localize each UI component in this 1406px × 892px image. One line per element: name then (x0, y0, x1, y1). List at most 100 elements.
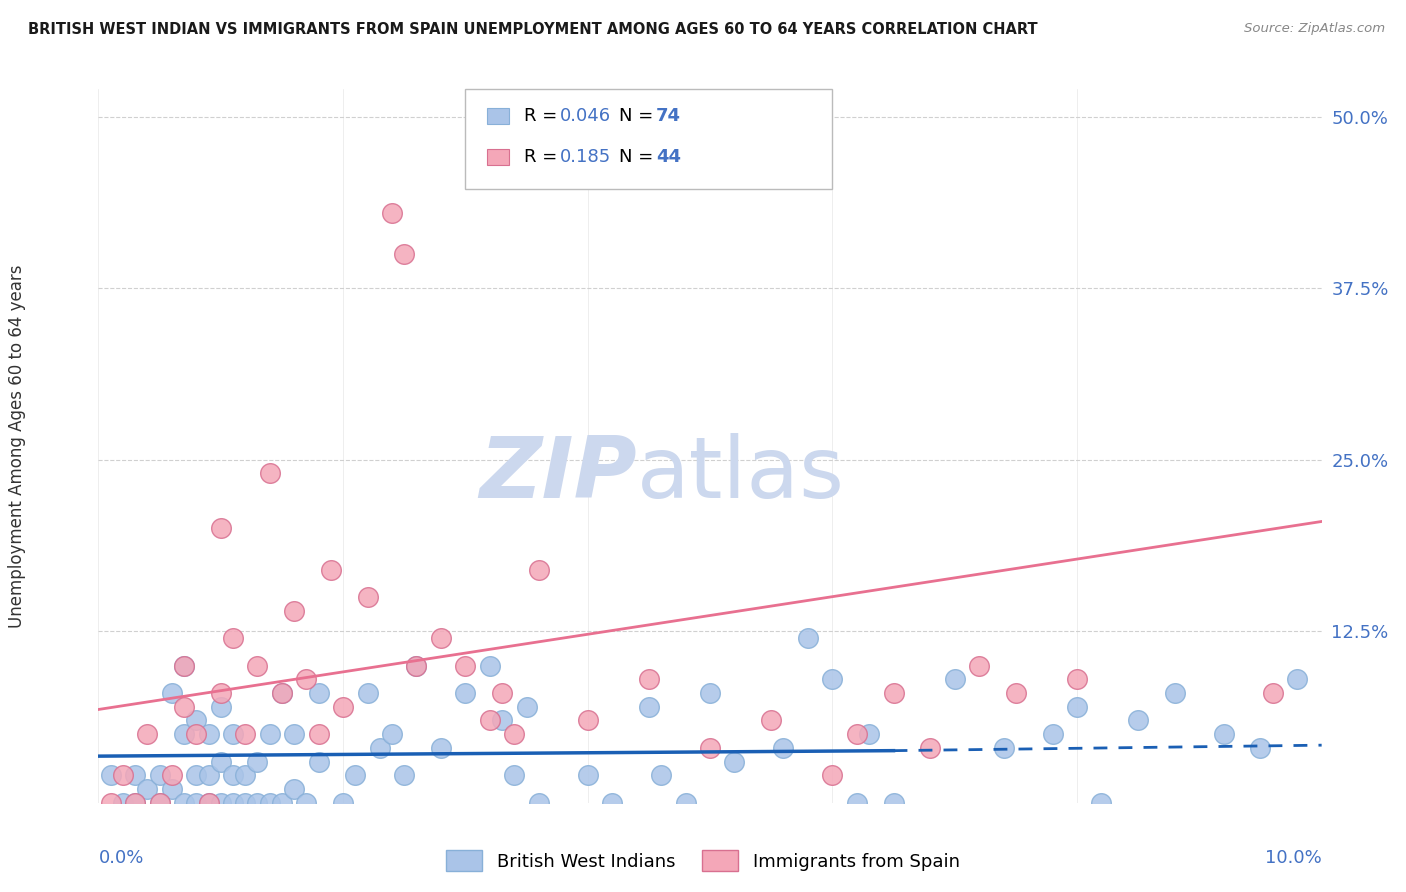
Point (503, 768, 526, 782)
Point (173, 727, 195, 741)
Point (491, 714, 513, 728)
Point (1004, 686, 1026, 700)
Text: 0.0%: 0.0% (98, 849, 143, 867)
Point (723, 755, 745, 769)
Text: Unemployment Among Ages 60 to 64 years: Unemployment Among Ages 60 to 64 years (8, 264, 25, 628)
Point (454, 686, 477, 700)
Point (430, 631, 453, 645)
Point (233, 727, 256, 741)
Point (111, 768, 134, 782)
Point (259, 727, 281, 741)
Point (993, 740, 1015, 755)
Point (270, 796, 292, 810)
Point (124, 768, 146, 782)
Point (699, 740, 721, 755)
Point (675, 796, 697, 810)
Point (637, 699, 661, 714)
Point (1249, 740, 1271, 755)
Point (173, 658, 195, 673)
Point (283, 604, 305, 618)
Point (295, 796, 318, 810)
Legend: British West Indians, Immigrants from Spain: British West Indians, Immigrants from Sp… (439, 843, 967, 879)
Point (430, 740, 453, 755)
Point (405, 658, 427, 673)
Point (381, 205, 404, 219)
Point (503, 727, 526, 741)
Text: N =: N = (619, 107, 659, 125)
Point (197, 796, 219, 810)
Point (699, 686, 721, 700)
Point (149, 796, 172, 810)
Text: R =: R = (523, 148, 568, 166)
Point (821, 673, 844, 687)
Point (100, 768, 122, 782)
Point (1128, 714, 1150, 728)
Point (259, 467, 281, 481)
Point (516, 699, 538, 714)
Point (356, 686, 378, 700)
Point (233, 768, 256, 782)
Point (246, 755, 269, 769)
Point (1066, 699, 1088, 714)
Point (821, 768, 844, 782)
Point (100, 796, 122, 810)
Point (222, 631, 245, 645)
Point (186, 796, 208, 810)
Point (149, 768, 172, 782)
Text: R =: R = (523, 107, 562, 125)
Point (173, 658, 195, 673)
Point (209, 521, 232, 535)
Point (600, 796, 623, 810)
Point (222, 796, 245, 810)
Point (845, 796, 868, 810)
Point (1261, 686, 1284, 700)
Point (308, 755, 330, 769)
Point (845, 727, 868, 741)
Point (197, 727, 219, 741)
Point (270, 686, 292, 700)
Point (246, 796, 269, 810)
Point (392, 247, 416, 261)
Point (491, 686, 513, 700)
Point (650, 768, 672, 782)
Point (332, 796, 354, 810)
Point (283, 782, 305, 797)
Point (797, 631, 820, 645)
Point (920, 740, 942, 755)
Point (454, 658, 477, 673)
Point (527, 796, 550, 810)
Text: 44: 44 (655, 148, 681, 166)
Point (576, 768, 599, 782)
Point (222, 727, 245, 741)
Point (149, 796, 172, 810)
Text: N =: N = (619, 148, 659, 166)
Text: BRITISH WEST INDIAN VS IMMIGRANTS FROM SPAIN UNEMPLOYMENT AMONG AGES 60 TO 64 YE: BRITISH WEST INDIAN VS IMMIGRANTS FROM S… (28, 22, 1038, 37)
Point (209, 796, 232, 810)
Point (160, 782, 183, 797)
Point (637, 673, 661, 687)
Point (1090, 796, 1112, 810)
Point (1164, 686, 1187, 700)
Point (1286, 673, 1309, 687)
Point (173, 796, 195, 810)
Point (160, 768, 183, 782)
FancyBboxPatch shape (488, 109, 509, 124)
Point (478, 714, 501, 728)
Point (392, 768, 416, 782)
Point (283, 727, 305, 741)
Point (270, 686, 292, 700)
Point (222, 768, 245, 782)
Point (967, 658, 990, 673)
Text: 10.0%: 10.0% (1265, 849, 1322, 867)
Point (356, 590, 378, 604)
Point (259, 796, 281, 810)
Point (295, 673, 318, 687)
Point (405, 658, 427, 673)
Text: atlas: atlas (637, 433, 845, 516)
Point (759, 714, 782, 728)
Point (1212, 727, 1234, 741)
Point (527, 562, 550, 576)
Text: 0.046: 0.046 (561, 107, 612, 125)
Point (381, 727, 404, 741)
Point (943, 673, 966, 687)
